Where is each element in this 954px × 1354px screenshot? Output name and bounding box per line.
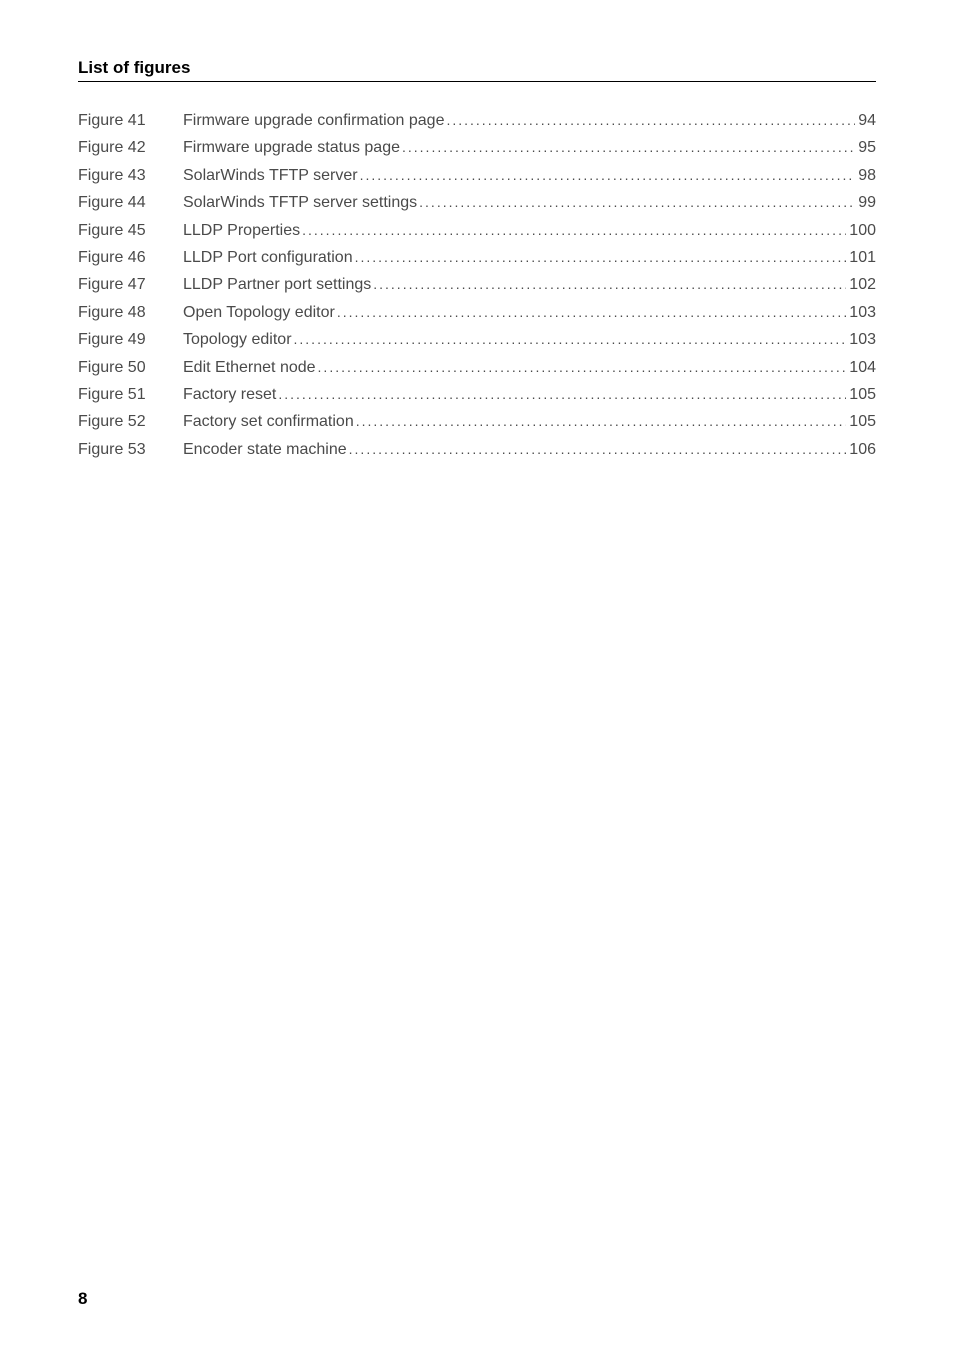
leader-dots: ........................................… xyxy=(417,193,855,213)
figure-row: Figure 43SolarWinds TFTP server.........… xyxy=(78,165,876,187)
figure-title: Factory reset xyxy=(183,384,276,406)
figure-title: Open Topology editor xyxy=(183,302,335,324)
figure-entry: Topology editor.........................… xyxy=(183,329,876,351)
figure-row: Figure 46LLDP Port configuration........… xyxy=(78,247,876,269)
figure-entry: Factory reset...........................… xyxy=(183,384,876,406)
figure-entry: LLDP Properties.........................… xyxy=(183,220,876,242)
figure-title: SolarWinds TFTP server settings xyxy=(183,192,417,214)
figure-row: Figure 42Firmware upgrade status page...… xyxy=(78,137,876,159)
figure-label: Figure 46 xyxy=(78,247,183,269)
page-title: List of figures xyxy=(78,58,876,78)
figure-label: Figure 53 xyxy=(78,439,183,461)
leader-dots: ........................................… xyxy=(347,440,847,460)
page-header: List of figures xyxy=(78,58,876,82)
figure-entry: LLDP Partner port settings..............… xyxy=(183,274,876,296)
figure-title: LLDP Partner port settings xyxy=(183,274,371,296)
leader-dots: ........................................… xyxy=(300,221,846,241)
figure-entry: Firmware upgrade confirmation page......… xyxy=(183,110,876,132)
leader-dots: ........................................… xyxy=(316,358,847,378)
figure-row: Figure 44SolarWinds TFTP server settings… xyxy=(78,192,876,214)
figure-list: Figure 41Firmware upgrade confirmation p… xyxy=(78,110,876,461)
page-number: 8 xyxy=(78,1289,87,1309)
figure-title: Firmware upgrade status page xyxy=(183,137,400,159)
figure-title: Factory set confirmation xyxy=(183,411,354,433)
figure-row: Figure 45LLDP Properties................… xyxy=(78,220,876,242)
figure-entry: Firmware upgrade status page............… xyxy=(183,137,876,159)
figure-entry: SolarWinds TFTP server..................… xyxy=(183,165,876,187)
leader-dots: ........................................… xyxy=(335,303,846,323)
figure-entry: Factory set confirmation................… xyxy=(183,411,876,433)
figure-page: 100 xyxy=(846,220,876,242)
leader-dots: ........................................… xyxy=(371,275,846,295)
figure-label: Figure 48 xyxy=(78,302,183,324)
figure-title: Firmware upgrade confirmation page xyxy=(183,110,444,132)
figure-entry: Encoder state machine...................… xyxy=(183,439,876,461)
figure-entry: LLDP Port configuration.................… xyxy=(183,247,876,269)
figure-label: Figure 52 xyxy=(78,411,183,433)
figure-label: Figure 44 xyxy=(78,192,183,214)
figure-page: 104 xyxy=(846,357,876,379)
leader-dots: ........................................… xyxy=(400,138,855,158)
figure-page: 94 xyxy=(855,110,876,132)
figure-row: Figure 47LLDP Partner port settings.....… xyxy=(78,274,876,296)
leader-dots: ........................................… xyxy=(353,248,847,268)
figure-page: 105 xyxy=(846,384,876,406)
figure-entry: Open Topology editor....................… xyxy=(183,302,876,324)
figure-title: SolarWinds TFTP server xyxy=(183,165,358,187)
figure-title: Encoder state machine xyxy=(183,439,347,461)
figure-label: Figure 45 xyxy=(78,220,183,242)
figure-label: Figure 42 xyxy=(78,137,183,159)
figure-page: 102 xyxy=(846,274,876,296)
figure-label: Figure 43 xyxy=(78,165,183,187)
figure-entry: SolarWinds TFTP server settings.........… xyxy=(183,192,876,214)
figure-entry: Edit Ethernet node......................… xyxy=(183,357,876,379)
figure-row: Figure 41Firmware upgrade confirmation p… xyxy=(78,110,876,132)
figure-title: LLDP Properties xyxy=(183,220,300,242)
figure-page: 105 xyxy=(846,411,876,433)
leader-dots: ........................................… xyxy=(292,330,847,350)
figure-title: Edit Ethernet node xyxy=(183,357,316,379)
figure-label: Figure 41 xyxy=(78,110,183,132)
figure-row: Figure 51Factory reset..................… xyxy=(78,384,876,406)
figure-page: 103 xyxy=(846,302,876,324)
figure-row: Figure 48Open Topology editor...........… xyxy=(78,302,876,324)
figure-title: LLDP Port configuration xyxy=(183,247,353,269)
leader-dots: ........................................… xyxy=(444,111,855,131)
figure-page: 98 xyxy=(855,165,876,187)
leader-dots: ........................................… xyxy=(276,385,846,405)
figure-page: 99 xyxy=(855,192,876,214)
figure-row: Figure 49Topology editor................… xyxy=(78,329,876,351)
figure-label: Figure 49 xyxy=(78,329,183,351)
figure-label: Figure 47 xyxy=(78,274,183,296)
figure-page: 95 xyxy=(855,137,876,159)
figure-row: Figure 53Encoder state machine..........… xyxy=(78,439,876,461)
figure-row: Figure 52Factory set confirmation.......… xyxy=(78,411,876,433)
leader-dots: ........................................… xyxy=(354,412,847,432)
leader-dots: ........................................… xyxy=(358,166,856,186)
figure-label: Figure 50 xyxy=(78,357,183,379)
figure-title: Topology editor xyxy=(183,329,292,351)
figure-label: Figure 51 xyxy=(78,384,183,406)
figure-row: Figure 50Edit Ethernet node.............… xyxy=(78,357,876,379)
figure-page: 103 xyxy=(846,329,876,351)
figure-page: 106 xyxy=(846,439,876,461)
figure-page: 101 xyxy=(846,247,876,269)
